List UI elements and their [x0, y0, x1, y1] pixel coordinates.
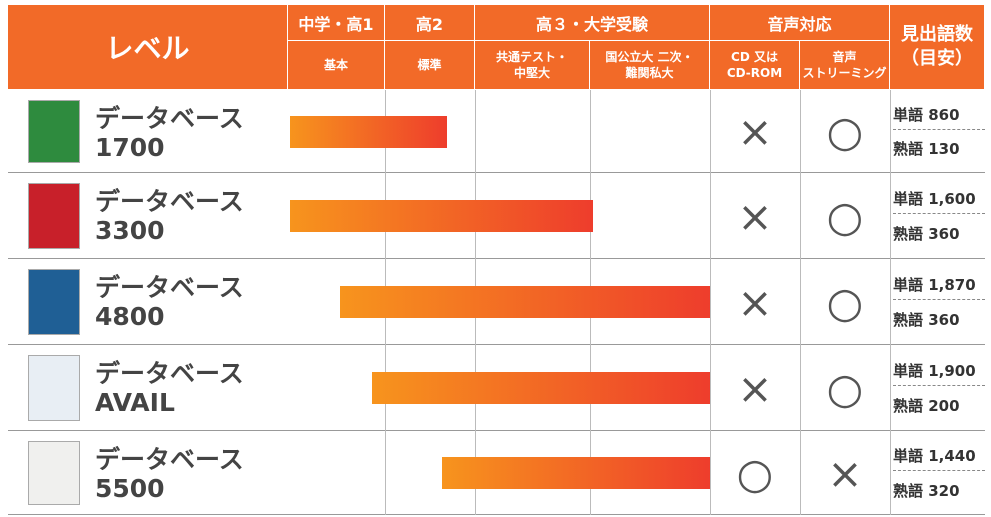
idiom-count: 熟語 360: [893, 218, 985, 248]
idiom-count: 熟語 200: [893, 390, 985, 420]
stream-mark: ○: [800, 345, 890, 431]
stream-mark: ×: [800, 431, 890, 515]
divider: [890, 173, 891, 259]
book-cover: [28, 441, 80, 505]
sub-header: 共通テスト・ 中堅大: [475, 41, 590, 90]
idiom-count: 熟語 360: [893, 304, 985, 334]
book-edition: 3300: [95, 215, 285, 245]
divider: [890, 90, 891, 173]
book-cover: [28, 183, 80, 249]
sub-header: 音声 ストリーミング: [800, 41, 890, 90]
group-header: 高2: [385, 5, 475, 41]
book-edition: 4800: [95, 301, 285, 331]
book-cover: [28, 100, 80, 163]
level-bar: [290, 200, 593, 232]
sub-header: 基本: [288, 41, 385, 90]
level-bar: [340, 286, 710, 318]
book-title: データベース: [95, 443, 285, 473]
word-count: 単語 860: [893, 100, 985, 130]
book-cover: [28, 355, 80, 421]
sub-header: 標準: [385, 41, 475, 90]
sub-header: 国公立大 二次・ 難関私大: [590, 41, 710, 90]
page: レベル中学・高1高2高３・大学受験音声対応基本標準共通テスト・ 中堅大国公立大 …: [0, 0, 991, 517]
cd-mark: ○: [710, 431, 800, 515]
book-edition: 5500: [95, 473, 285, 503]
level-bar: [372, 372, 710, 404]
cd-mark: ×: [710, 173, 800, 259]
sub-header: CD 又は CD-ROM: [710, 41, 800, 90]
divider: [385, 431, 386, 515]
word-count: 単語 1,600: [893, 184, 985, 214]
book-title: データベース: [95, 357, 285, 387]
book-edition: AVAIL: [95, 387, 285, 417]
cd-mark: ×: [710, 90, 800, 173]
cd-mark: ×: [710, 345, 800, 431]
word-count: 単語 1,440: [893, 441, 985, 471]
idiom-count: 熟語 320: [893, 475, 985, 505]
divider: [890, 259, 891, 345]
stream-mark: ○: [800, 259, 890, 345]
book-title: データベース: [95, 271, 285, 301]
divider: [890, 431, 891, 515]
divider: [475, 90, 476, 173]
divider: [890, 345, 891, 431]
group-header: 高３・大学受験: [475, 5, 710, 41]
level-header: レベル: [8, 5, 288, 90]
level-bar: [442, 457, 710, 489]
word-count: 単語 1,870: [893, 270, 985, 300]
stream-mark: ○: [800, 90, 890, 173]
word-count: 単語 1,900: [893, 356, 985, 386]
count-header: 見出語数 （目安）: [890, 5, 985, 90]
cd-mark: ×: [710, 259, 800, 345]
level-bar: [290, 116, 447, 148]
idiom-count: 熟語 130: [893, 134, 985, 164]
book-edition: 1700: [95, 132, 285, 162]
group-header: 音声対応: [710, 5, 890, 41]
book-title: データベース: [95, 102, 285, 132]
divider: [590, 90, 591, 173]
stream-mark: ○: [800, 173, 890, 259]
book-cover: [28, 269, 80, 335]
book-title: データベース: [95, 185, 285, 215]
group-header: 中学・高1: [288, 5, 385, 41]
